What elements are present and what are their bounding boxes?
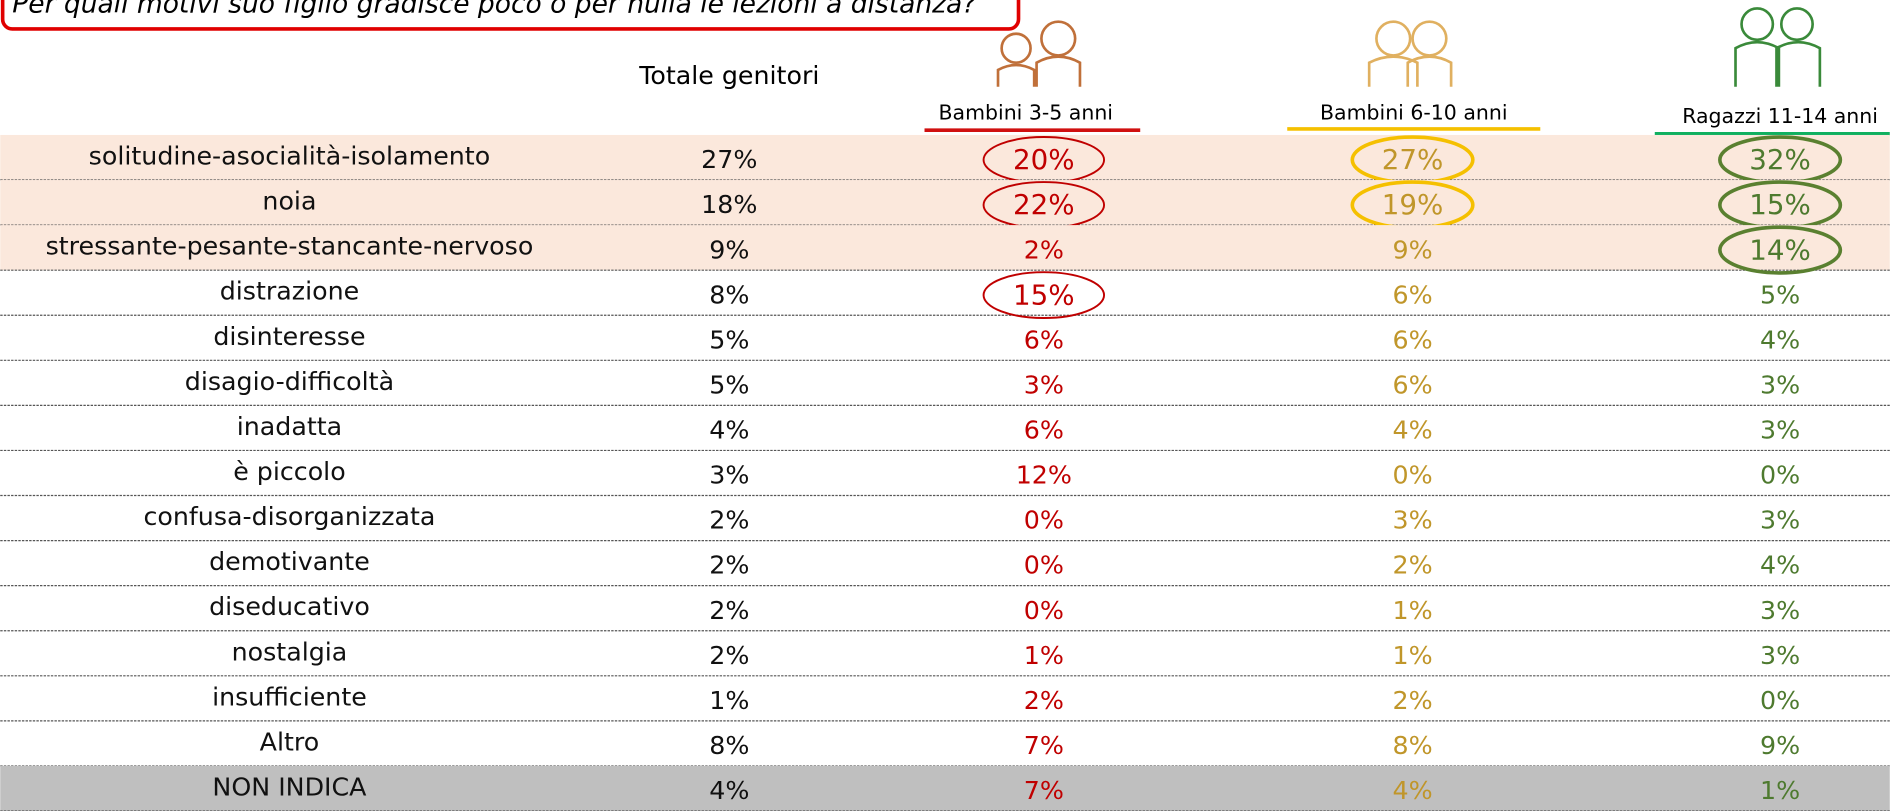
cell-value: 0% [1024, 551, 1064, 580]
cell-value: 27% [701, 145, 757, 174]
cell-value: 15% [1013, 278, 1075, 311]
cell-value: 19% [1382, 188, 1444, 221]
cell-value: 3% [1024, 370, 1064, 399]
cell-value: 4% [1760, 551, 1800, 580]
cell-value: 22% [1013, 188, 1075, 221]
cell-value: 3% [1760, 416, 1800, 445]
row-label: inadatta [237, 412, 342, 441]
question: Per quali motivi suo figlio gradisce poc… [12, 0, 976, 19]
row-label: diseducativo [209, 592, 370, 621]
cell-value: 2% [709, 596, 749, 625]
cell-value: 9% [709, 235, 749, 264]
cell-value: 0% [1760, 686, 1800, 715]
cell-value: 0% [1760, 461, 1800, 490]
cell-value: 2% [1392, 551, 1432, 580]
cell-value: 32% [1749, 143, 1811, 176]
cell-value: 1% [1024, 641, 1064, 670]
row-label: insufficiente [212, 682, 367, 711]
group-header: Bambini 3-5 anni [938, 100, 1112, 124]
cell-value: 1% [1392, 641, 1432, 670]
row-label: distrazione [220, 277, 359, 306]
cell-value: 8% [709, 731, 749, 760]
table-slide: Per quali motivi suo figlio gradisce poc… [0, 0, 1890, 811]
cell-value: 4% [1392, 776, 1432, 805]
row-label: nostalgia [232, 637, 348, 666]
cell-value: 3% [1760, 641, 1800, 670]
cell-value: 1% [709, 686, 749, 715]
cell-value: 2% [1024, 686, 1064, 715]
cell-value: 0% [1024, 506, 1064, 535]
row-label: noia [262, 187, 316, 216]
cell-value: 18% [701, 190, 757, 219]
total-header: Totale genitori [638, 61, 819, 90]
cell-value: 4% [1760, 325, 1800, 354]
cell-value: 9% [1392, 235, 1432, 264]
cell-value: 9% [1760, 731, 1800, 760]
group-header: Ragazzi 11-14 anni [1682, 104, 1878, 128]
row-label: disinteresse [213, 322, 365, 351]
row-label: NON INDICA [212, 772, 367, 801]
cell-value: 6% [1392, 325, 1432, 354]
icon-kids-small [998, 22, 1080, 87]
cell-value: 12% [1016, 461, 1072, 490]
cell-value: 5% [1760, 280, 1800, 309]
cell-value: 6% [1024, 325, 1064, 354]
cell-value: 2% [709, 551, 749, 580]
cell-value: 15% [1749, 188, 1811, 221]
cell-value: 7% [1024, 731, 1064, 760]
cell-value: 3% [1760, 596, 1800, 625]
row-label: demotivante [209, 547, 370, 576]
cell-value: 0% [1392, 461, 1432, 490]
cell-value: 3% [1760, 506, 1800, 535]
cell-value: 2% [1024, 235, 1064, 264]
cell-value: 14% [1749, 233, 1811, 266]
row-label: è piccolo [233, 457, 346, 486]
icon-kids-mid [1369, 22, 1451, 87]
icon-kids-teen [1736, 8, 1820, 86]
cell-value: 3% [709, 461, 749, 490]
cell-value: 3% [1392, 506, 1432, 535]
row-label: Altro [260, 727, 320, 756]
cell-value: 20% [1013, 143, 1075, 176]
cell-value: 8% [1392, 731, 1432, 760]
row-label: solitudine-asocialità-isolamento [89, 142, 491, 171]
row-label: stressante-pesante-stancante-nervoso [46, 232, 534, 261]
cell-value: 2% [709, 641, 749, 670]
table-body: solitudine-asocialità-isolamento 27% 20% 27… [0, 135, 1890, 811]
cell-value: 0% [1024, 596, 1064, 625]
row-label: disagio-difficoltà [185, 367, 394, 396]
page: Per quali motivi suo figlio gradisce poc… [0, 0, 1890, 811]
cell-value: 1% [1392, 596, 1432, 625]
cell-value: 7% [1024, 776, 1064, 805]
cell-value: 4% [709, 416, 749, 445]
cell-value: 5% [709, 325, 749, 354]
cell-value: 3% [1760, 370, 1800, 399]
cell-value: 6% [1392, 370, 1432, 399]
cell-value: 27% [1382, 143, 1444, 176]
row-label: confusa-disorganizzata [143, 502, 435, 531]
cell-value: 6% [1024, 416, 1064, 445]
group-header: Bambini 6-10 anni [1320, 100, 1508, 124]
cell-value: 8% [709, 280, 749, 309]
cell-value: 4% [1392, 416, 1432, 445]
cell-value: 2% [1392, 686, 1432, 715]
cell-value: 4% [709, 776, 749, 805]
cell-value: 6% [1392, 280, 1432, 309]
cell-value: 1% [1760, 776, 1800, 805]
cell-value: 5% [709, 370, 749, 399]
cell-value: 2% [709, 506, 749, 535]
